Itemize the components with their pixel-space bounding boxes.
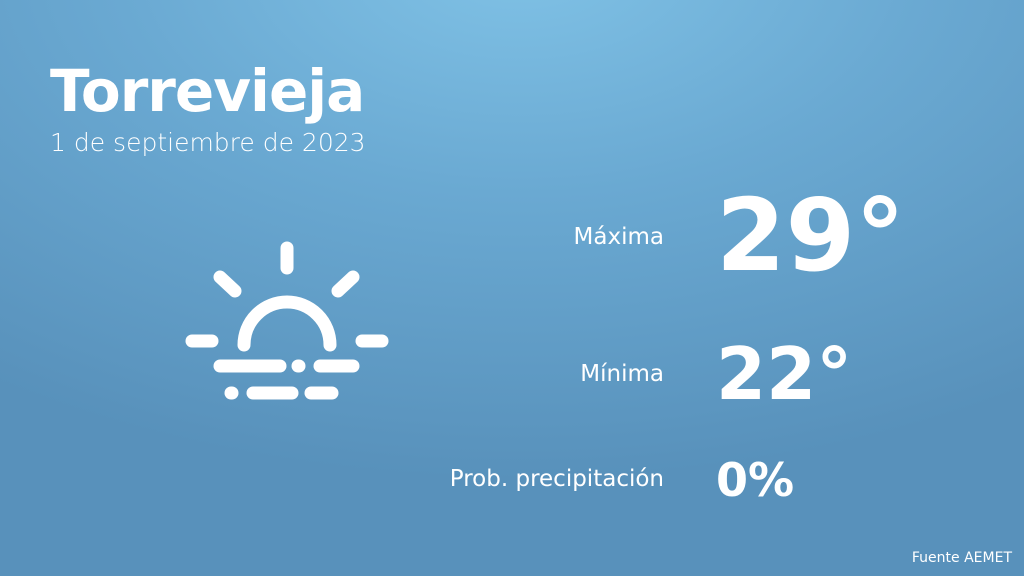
min-label: Mínima (580, 361, 664, 387)
precip-value: 0% (716, 453, 795, 507)
date: 1 de septiembre de 2023 (50, 128, 366, 157)
min-value: 22° (716, 332, 853, 416)
city-title: Torrevieja (50, 57, 365, 125)
source-credit: Fuente AEMET (911, 550, 1012, 566)
max-label: Máxima (573, 224, 664, 250)
sun-rising-fog-icon (185, 241, 389, 400)
precip-label: Prob. precipitación (449, 466, 664, 492)
max-value: 29° (716, 177, 906, 294)
